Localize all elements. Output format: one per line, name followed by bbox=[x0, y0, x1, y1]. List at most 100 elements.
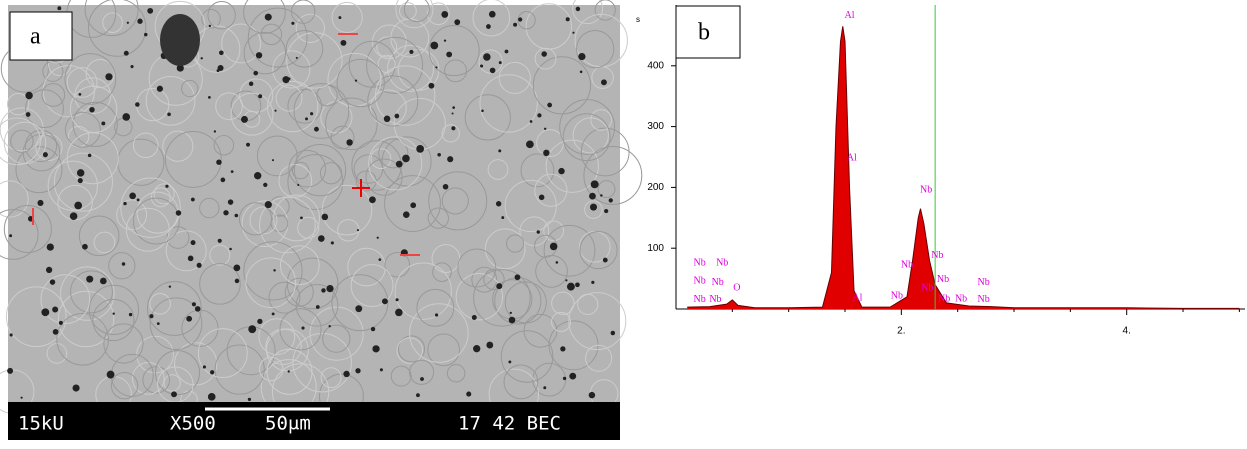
pore bbox=[437, 153, 441, 157]
grain bbox=[88, 284, 140, 335]
y-tick-label: 400 bbox=[647, 60, 664, 71]
grain bbox=[146, 281, 202, 336]
pore bbox=[233, 264, 241, 272]
pore bbox=[549, 242, 558, 251]
pore bbox=[230, 170, 234, 174]
grain bbox=[245, 257, 297, 309]
pore bbox=[253, 70, 259, 76]
pore bbox=[416, 393, 420, 398]
pore bbox=[471, 315, 477, 320]
grain bbox=[215, 92, 243, 121]
pore bbox=[547, 102, 552, 108]
grain bbox=[0, 180, 29, 218]
pore bbox=[149, 314, 154, 319]
pore bbox=[504, 49, 509, 54]
grain bbox=[408, 359, 435, 385]
pore bbox=[355, 368, 361, 374]
grain bbox=[268, 281, 301, 314]
grain bbox=[84, 0, 139, 37]
pore bbox=[7, 367, 14, 374]
pore bbox=[78, 92, 82, 96]
pore bbox=[434, 313, 439, 317]
pore bbox=[354, 79, 358, 82]
sem-magnification: X500 bbox=[170, 413, 216, 435]
pore bbox=[498, 61, 502, 65]
grain bbox=[428, 171, 488, 231]
grain bbox=[403, 0, 430, 23]
grain bbox=[153, 183, 175, 205]
pore bbox=[489, 67, 496, 74]
pore bbox=[20, 396, 23, 399]
pore bbox=[430, 41, 439, 50]
defect bbox=[160, 14, 200, 66]
pore bbox=[338, 16, 342, 20]
pore bbox=[590, 180, 599, 189]
grain bbox=[125, 207, 170, 252]
grain bbox=[56, 313, 109, 366]
grain bbox=[330, 125, 355, 150]
pore bbox=[435, 66, 438, 69]
grain bbox=[266, 348, 313, 395]
grain bbox=[321, 184, 373, 236]
pore bbox=[208, 96, 211, 99]
pore bbox=[264, 13, 272, 21]
pore bbox=[526, 140, 534, 149]
peak-label: Nb bbox=[901, 260, 913, 271]
pore bbox=[543, 149, 550, 157]
pore bbox=[282, 76, 290, 84]
panel-label-box bbox=[9, 11, 73, 61]
pore bbox=[165, 184, 169, 188]
grain bbox=[320, 101, 353, 134]
y-tick-label: 100 bbox=[647, 243, 664, 254]
pore bbox=[112, 312, 115, 315]
grain bbox=[376, 36, 398, 58]
pore bbox=[257, 318, 263, 325]
pore bbox=[213, 130, 217, 133]
grain bbox=[230, 92, 274, 136]
pore bbox=[89, 106, 95, 113]
sem-code: 17 42 BEC bbox=[458, 413, 561, 435]
grain bbox=[337, 219, 360, 242]
grain bbox=[238, 202, 273, 236]
peak-label: Nb bbox=[712, 277, 724, 288]
grain bbox=[66, 67, 98, 98]
pore bbox=[301, 326, 305, 330]
pore bbox=[99, 277, 107, 285]
pore bbox=[480, 64, 484, 68]
peak-label: Nb bbox=[938, 294, 950, 305]
grain bbox=[545, 139, 599, 193]
pore bbox=[106, 370, 115, 379]
pore bbox=[147, 7, 154, 14]
grain bbox=[568, 292, 627, 351]
grain bbox=[92, 298, 135, 342]
pore bbox=[49, 279, 56, 285]
pore bbox=[454, 19, 461, 26]
grain bbox=[103, 323, 144, 364]
grain bbox=[506, 234, 525, 253]
pore bbox=[447, 156, 454, 163]
pore bbox=[202, 365, 206, 369]
pore bbox=[317, 235, 325, 242]
pore bbox=[395, 308, 403, 317]
pore bbox=[428, 82, 435, 89]
grain bbox=[322, 324, 351, 353]
grain bbox=[591, 66, 614, 89]
grain bbox=[72, 101, 118, 148]
grain bbox=[336, 58, 385, 108]
grain bbox=[285, 30, 324, 68]
grain bbox=[78, 215, 120, 257]
pore bbox=[486, 24, 491, 29]
pore bbox=[328, 325, 331, 328]
grain bbox=[534, 47, 557, 70]
grain bbox=[266, 80, 319, 133]
pore bbox=[466, 391, 472, 397]
grain bbox=[0, 117, 41, 166]
pore bbox=[481, 109, 484, 113]
grain bbox=[165, 230, 207, 272]
pore bbox=[452, 106, 455, 109]
y-axis-label: s bbox=[636, 15, 640, 24]
pore bbox=[45, 266, 53, 274]
pore bbox=[168, 285, 172, 288]
pore bbox=[381, 298, 388, 305]
pore bbox=[129, 192, 136, 200]
